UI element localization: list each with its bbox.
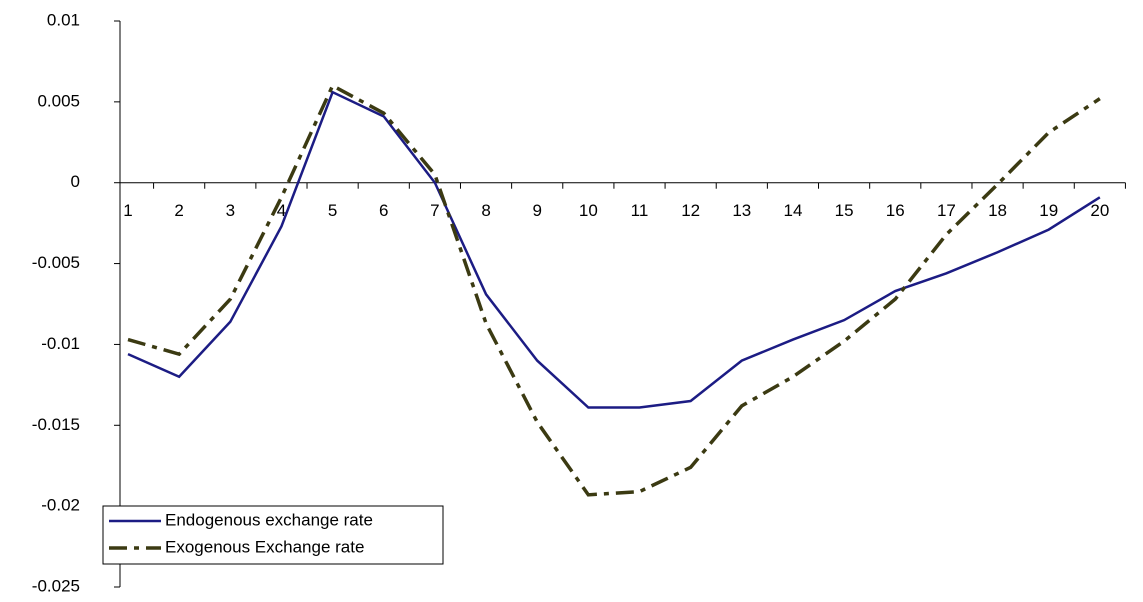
legend-label: Endogenous exchange rate [165, 510, 373, 529]
x-tick-label: 17 [937, 201, 956, 220]
legend-label: Exogenous Exchange rate [165, 537, 364, 556]
y-tick-label: 0.005 [37, 91, 80, 110]
y-tick-label: 0.01 [47, 10, 80, 29]
x-tick-label: 10 [579, 201, 598, 220]
x-tick-label: 8 [481, 201, 490, 220]
x-tick-label: 11 [631, 201, 649, 220]
y-tick-label: 0 [71, 172, 80, 191]
y-tick-label: -0.01 [41, 334, 80, 353]
legend-box [102, 505, 444, 565]
x-tick-label: 5 [328, 201, 337, 220]
x-tick-label: 19 [1039, 201, 1058, 220]
x-tick-label: 6 [379, 201, 388, 220]
y-tick-label: -0.025 [32, 576, 80, 595]
x-tick-label: 4 [277, 201, 286, 220]
x-tick-label: 18 [988, 201, 1007, 220]
line-series [127, 90, 1101, 409]
x-tick-label: 15 [835, 201, 854, 220]
x-tick-label: 2 [174, 201, 183, 220]
x-tick-label: 13 [732, 201, 751, 220]
x-tick-label: 3 [226, 201, 235, 220]
y-tick-label: -0.005 [32, 253, 80, 272]
x-tick-label: 20 [1090, 201, 1109, 220]
x-tick-label: 16 [886, 201, 905, 220]
x-tick-label: 9 [532, 201, 541, 220]
x-tick-label: 14 [783, 201, 802, 220]
line-series [127, 83, 1101, 497]
x-tick-label: 12 [681, 201, 700, 220]
y-tick-label: -0.02 [41, 496, 80, 515]
x-tick-label: 1 [123, 201, 132, 220]
x-tick-label: 7 [430, 201, 439, 220]
y-tick-label: -0.015 [32, 415, 80, 434]
